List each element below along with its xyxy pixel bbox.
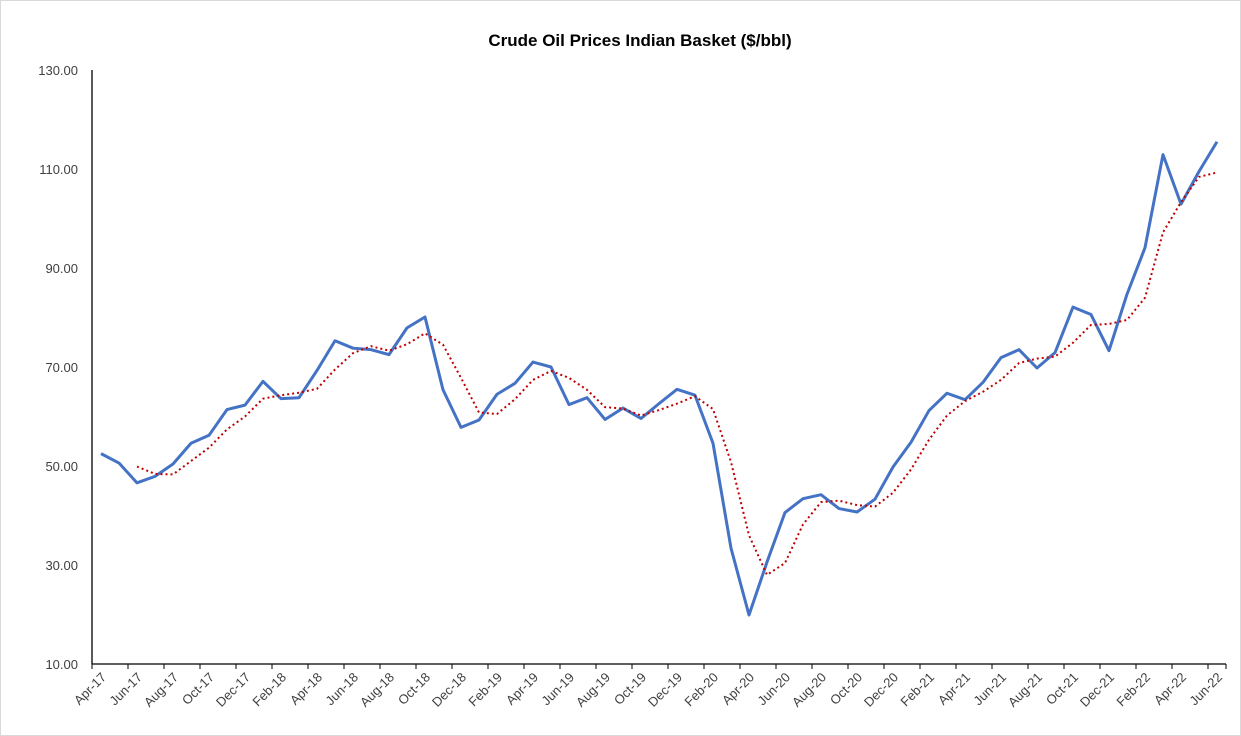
y-tick-label: 50.00 (45, 459, 78, 474)
trend-line (136, 171, 1218, 576)
chart-title: Crude Oil Prices Indian Basket ($/bbl) (488, 31, 791, 50)
data-line (100, 140, 1219, 617)
y-tick-label: 130.00 (38, 63, 78, 78)
y-tick-label: 110.00 (39, 162, 78, 177)
y-tick-label: 10.00 (45, 657, 78, 672)
y-tick-label: 70.00 (45, 360, 78, 375)
y-tick-label: 30.00 (45, 558, 78, 573)
y-tick-label: 90.00 (45, 261, 78, 276)
